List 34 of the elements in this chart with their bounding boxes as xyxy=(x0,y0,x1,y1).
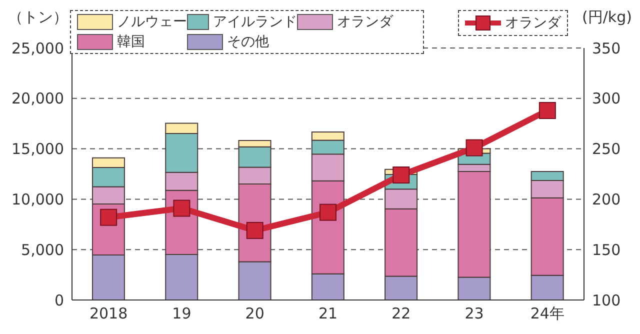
x-tick-label: 2018 xyxy=(89,304,128,323)
y-tick-label: 10,000 xyxy=(12,190,64,209)
y-tick-label: 20,000 xyxy=(12,90,64,108)
y-tick-label: 15,000 xyxy=(12,140,64,158)
y2-axis-title: (円/kg) xyxy=(582,8,632,27)
x-tick-label: 21 xyxy=(318,304,338,323)
y2-tick-label: 150 xyxy=(592,240,621,259)
x-tick-label: 19 xyxy=(172,304,192,323)
point xyxy=(100,208,118,226)
x-tick-label: 23 xyxy=(464,304,484,323)
point xyxy=(392,166,410,184)
y-tick-label: 0 xyxy=(54,291,64,310)
y2-tick-label: 100 xyxy=(592,291,621,310)
legend-label: オランダ xyxy=(505,14,561,32)
legend-label: オランダ xyxy=(337,13,393,31)
y-tick-label: 25,000 xyxy=(12,39,64,58)
y2-tick-label: 350 xyxy=(592,39,621,58)
y-tick-label: 5,000 xyxy=(21,240,64,259)
point xyxy=(246,222,264,239)
legend-label: その他 xyxy=(227,33,269,51)
y2-tick-label: 300 xyxy=(592,90,621,108)
legend-label: 韓国 xyxy=(117,33,145,51)
x-tick-label: 20 xyxy=(245,304,264,323)
point xyxy=(466,139,483,156)
y-axis-title: （トン） xyxy=(8,8,68,27)
point xyxy=(320,204,336,221)
y2-tick-label: 200 xyxy=(592,190,621,209)
point xyxy=(173,200,190,217)
point xyxy=(538,102,556,119)
legend-label: アイルランド xyxy=(213,13,297,31)
x-tick-label: 22 xyxy=(392,304,411,323)
y2-tick-label: 250 xyxy=(592,140,621,158)
x-tick-label: 24年 xyxy=(530,304,564,323)
legend-label: ノルウェー xyxy=(117,13,187,31)
